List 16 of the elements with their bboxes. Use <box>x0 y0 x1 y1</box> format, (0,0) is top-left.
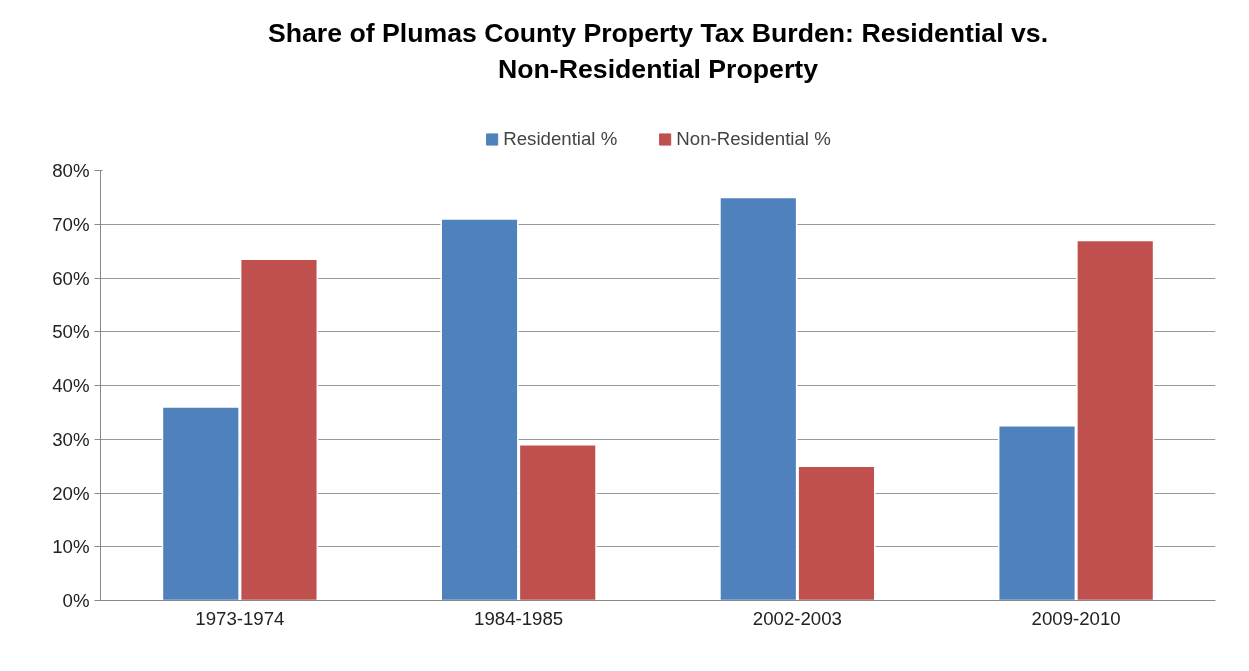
y-tick-label: 70% <box>52 213 90 235</box>
chart-title: Share of Plumas County Property Tax Burden: Residential vs. Non-Residential Property <box>267 17 1049 84</box>
y-tick-label: 80% <box>52 160 90 181</box>
y-tick-label: 20% <box>52 482 90 504</box>
y-tick-label: 10% <box>52 536 90 558</box>
y-tick-label: 50% <box>52 321 90 343</box>
y-tick-label: 60% <box>52 267 90 289</box>
y-tick-label: 0% <box>62 590 90 611</box>
legend-label: Residential % <box>503 128 618 150</box>
legend-label: Non-Residential % <box>676 128 831 150</box>
x-tick-label: 2009-2010 <box>1031 607 1121 629</box>
x-tick-label: 1984-1985 <box>474 607 564 629</box>
y-tick-label: 30% <box>52 428 90 450</box>
x-tick-label: 1973-1974 <box>195 607 285 629</box>
y-tick-label: 40% <box>52 375 90 396</box>
x-tick-label: 2002-2003 <box>752 607 842 629</box>
